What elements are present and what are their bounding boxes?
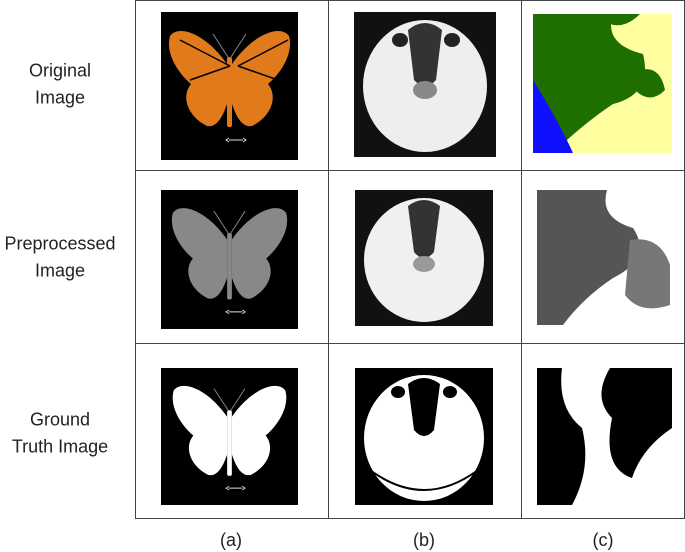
row-label: Ground: [30, 409, 90, 429]
column-label: (b): [413, 530, 435, 550]
brain-original: [354, 12, 496, 157]
map-ground-truth: [537, 368, 672, 505]
butterfly-original: [161, 12, 298, 160]
row-label: Image: [35, 87, 85, 107]
brain-ground-truth: [355, 368, 493, 505]
column-label: (c): [593, 530, 614, 550]
map-preprocessed: [537, 190, 671, 325]
butterfly-ground-truth: [161, 368, 298, 505]
row-label: Preprocessed: [4, 233, 115, 253]
row-label: Image: [35, 260, 85, 280]
row-label: Original: [29, 60, 91, 80]
map-original: [533, 14, 672, 153]
butterfly-preprocessed: [161, 190, 298, 329]
row-label: Truth Image: [12, 436, 108, 456]
column-label: (a): [220, 530, 242, 550]
brain-preprocessed: [355, 190, 493, 326]
